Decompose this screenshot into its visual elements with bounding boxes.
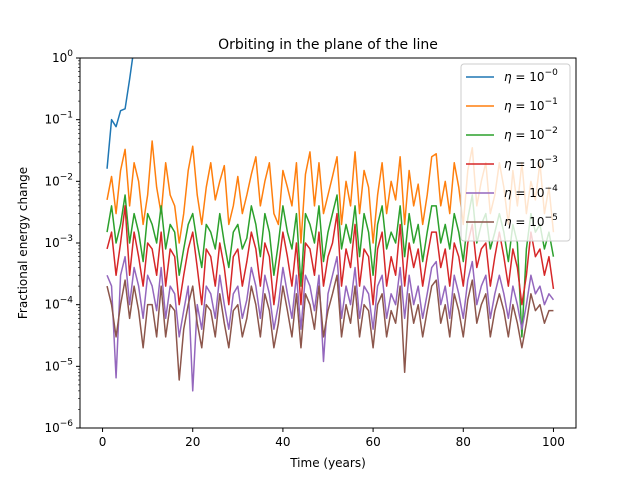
x-axis: 0 20 40 60 80 100 <box>99 428 565 449</box>
y-tick-label: 10−1 <box>44 111 73 127</box>
y-tick-label: 10−6 <box>44 419 73 435</box>
x-tick-label: 0 <box>99 435 107 449</box>
legend-label: η = 10−2 <box>504 126 558 142</box>
y-axis: 10−6 10−5 10−4 10−3 10−2 10−1 100 <box>44 49 80 435</box>
series-line-0 <box>106 58 134 169</box>
series-line-5 <box>106 274 554 381</box>
legend-label: η = 10−4 <box>504 184 558 200</box>
y-tick-label: 10−4 <box>44 296 73 312</box>
legend: η = 10−0 η = 10−1 η = 10−2 η = 10−3 η = 10−4… <box>460 63 571 242</box>
y-tick-label: 10−2 <box>44 172 73 188</box>
x-tick-label: 40 <box>275 435 290 449</box>
chart-title: Orbiting in the plane of the line <box>218 37 438 53</box>
y-tick-label: 10−5 <box>44 357 73 373</box>
y-axis-label: Fractional energy change <box>16 167 30 319</box>
legend-box <box>460 63 571 242</box>
x-tick-label: 60 <box>365 435 380 449</box>
legend-label: η = 10−1 <box>504 97 558 113</box>
x-axis-label: Time (years) <box>289 456 366 470</box>
y-tick-label: 10−3 <box>44 234 73 250</box>
legend-label: η = 10−0 <box>504 68 558 84</box>
x-tick-label: 20 <box>185 435 200 449</box>
x-tick-label: 100 <box>542 435 565 449</box>
legend-label: η = 10−5 <box>504 213 558 229</box>
x-tick-label: 80 <box>456 435 471 449</box>
legend-label: η = 10−3 <box>504 155 558 171</box>
series-line-4 <box>106 255 555 392</box>
series-line-3 <box>106 205 555 306</box>
y-tick-label: 100 <box>52 49 73 65</box>
